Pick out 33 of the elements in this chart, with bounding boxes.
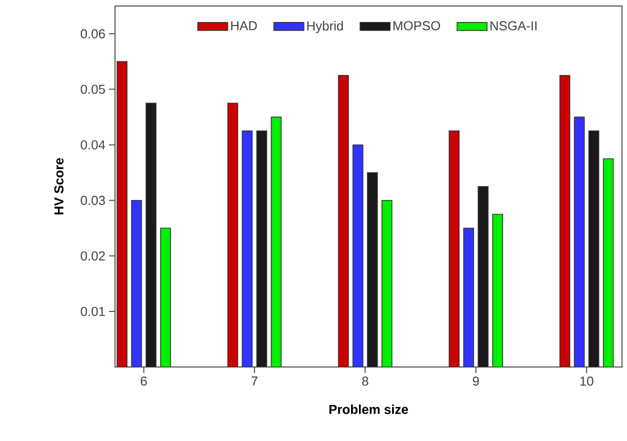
bar: [338, 75, 349, 367]
x-axis-title: Problem size: [329, 404, 408, 414]
bar: [588, 130, 600, 367]
bar: [227, 102, 238, 367]
bar: [242, 130, 253, 367]
y-tick-label: 0.06: [80, 29, 105, 38]
x-tick-label: 8: [362, 376, 368, 386]
x-tick-label: 7: [252, 376, 258, 386]
bar: [352, 144, 364, 367]
bar: [492, 214, 504, 367]
y-tick-label: 0.01: [80, 306, 105, 316]
legend-label: MOPSO: [394, 21, 440, 30]
x-tick-label: 6: [140, 376, 147, 386]
x-tick-label: 9: [472, 376, 479, 386]
bar: [574, 116, 585, 367]
y-tick-label: 0.02: [80, 251, 105, 261]
bar: [478, 186, 489, 367]
bar: [270, 116, 282, 367]
bar: [367, 172, 378, 367]
y-axis-title: HV Score: [54, 158, 64, 214]
bar: [116, 61, 128, 367]
bar: [146, 102, 156, 367]
bar: [559, 75, 570, 367]
bar: [448, 130, 460, 367]
legend-label: NSGA-II: [490, 21, 536, 30]
bar: [602, 158, 614, 367]
y-tick-label: 0.05: [80, 84, 105, 94]
y-tick-label: 0.04: [80, 140, 106, 150]
legend-label: HAD: [231, 21, 257, 30]
x-tick-label: 10: [580, 376, 594, 386]
bar: [256, 130, 268, 367]
y-tick-label: 0.03: [80, 196, 105, 205]
legend-label: Hybrid: [307, 21, 343, 34]
